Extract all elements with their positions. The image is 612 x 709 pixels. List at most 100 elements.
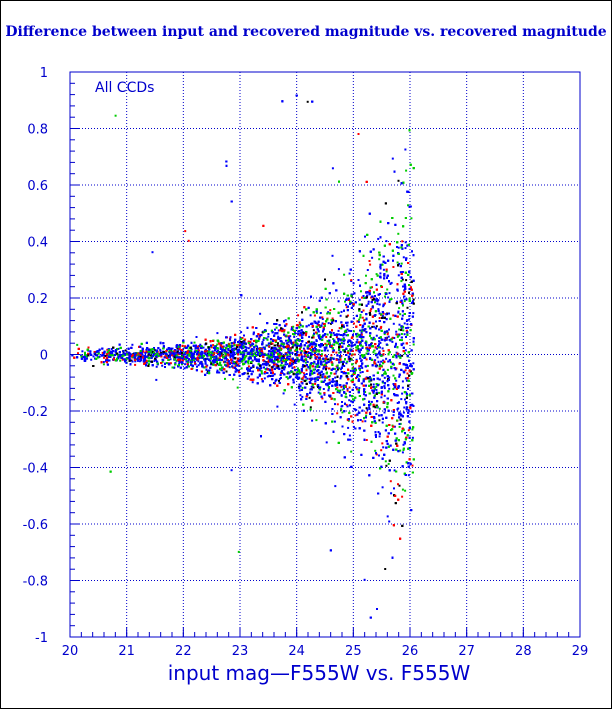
scatter-point <box>411 436 414 439</box>
scatter-point <box>102 363 105 366</box>
scatter-point <box>182 348 185 351</box>
scatter-point <box>267 335 270 338</box>
scatter-point <box>331 357 334 360</box>
scatter-point <box>228 353 231 356</box>
scatter-points <box>71 94 415 619</box>
scatter-point <box>242 342 245 345</box>
scatter-point <box>380 360 383 363</box>
scatter-point <box>336 412 339 415</box>
scatter-point <box>330 354 333 357</box>
scatter-point <box>360 311 363 313</box>
scatter-point <box>312 386 315 389</box>
scatter-point <box>222 346 225 349</box>
scatter-point <box>161 360 164 363</box>
scatter-point <box>356 338 359 341</box>
scatter-point <box>394 385 397 388</box>
scatter-point <box>378 419 381 422</box>
scatter-point <box>404 489 407 492</box>
scatter-point <box>258 369 261 372</box>
scatter-point <box>273 351 276 354</box>
scatter-point <box>398 307 401 310</box>
scatter-point <box>356 320 359 323</box>
scatter-point <box>405 402 408 405</box>
scatter-point <box>81 350 84 353</box>
scatter-point <box>286 355 289 358</box>
scatter-point <box>378 312 381 315</box>
scatter-point <box>247 347 250 350</box>
scatter-point <box>388 338 391 341</box>
scatter-point <box>340 360 343 363</box>
scatter-point <box>340 394 343 397</box>
scatter-point <box>384 460 387 463</box>
scatter-point <box>385 464 388 467</box>
scatter-point <box>390 281 393 284</box>
scatter-point <box>377 308 380 311</box>
scatter-point <box>391 340 394 343</box>
scatter-point <box>325 441 328 444</box>
scatter-point <box>407 429 410 432</box>
scatter-point <box>114 114 117 117</box>
scatter-point <box>378 407 381 410</box>
scatter-point <box>364 235 366 238</box>
scatter-point <box>311 419 314 422</box>
scatter-point <box>134 363 137 366</box>
scatter-point <box>322 388 325 390</box>
scatter-point <box>233 352 236 354</box>
scatter-point <box>366 408 369 411</box>
scatter-point <box>370 308 373 310</box>
scatter-point <box>299 323 302 325</box>
scatter-point <box>311 350 314 353</box>
scatter-point <box>397 246 400 249</box>
scatter-point <box>402 329 405 332</box>
scatter-point <box>263 377 266 380</box>
scatter-point <box>387 296 390 299</box>
scatter-point <box>349 340 352 342</box>
scatter-point <box>243 334 245 337</box>
scatter-point <box>290 364 293 367</box>
scatter-point <box>90 358 93 361</box>
scatter-point <box>361 420 364 423</box>
scatter-point <box>402 411 405 414</box>
scatter-point <box>340 355 343 358</box>
scatter-point <box>216 343 219 346</box>
scatter-point <box>388 292 391 295</box>
scatter-point <box>276 357 279 360</box>
scatter-point <box>287 335 290 338</box>
scatter-point <box>318 349 321 352</box>
scatter-point <box>369 263 372 266</box>
scatter-point <box>349 394 351 397</box>
scatter-point <box>187 239 190 242</box>
scatter-point <box>396 402 399 404</box>
scatter-point <box>281 372 284 375</box>
scatter-point <box>125 362 128 364</box>
scatter-point <box>229 344 232 347</box>
scatter-point <box>372 391 375 394</box>
scatter-point <box>377 299 380 302</box>
chart-title: Difference between input and recovered m… <box>5 24 607 40</box>
scatter-point <box>119 359 122 362</box>
scatter-point <box>340 385 343 388</box>
scatter-point <box>404 247 407 250</box>
scatter-point <box>312 329 315 332</box>
scatter-point <box>336 391 339 394</box>
scatter-point <box>200 360 203 363</box>
scatter-point <box>196 365 198 368</box>
scatter-point <box>331 362 334 365</box>
scatter-point <box>280 359 283 362</box>
scatter-point <box>258 335 261 338</box>
scatter-point <box>309 354 312 357</box>
scatter-point <box>229 339 232 342</box>
scatter-point <box>397 407 400 410</box>
scatter-point <box>331 317 334 320</box>
scatter-point <box>406 306 409 309</box>
scatter-point <box>313 354 316 356</box>
scatter-point <box>373 325 376 328</box>
scatter-point <box>355 358 358 361</box>
scatter-point <box>248 343 251 346</box>
scatter-point <box>327 389 330 392</box>
scatter-point <box>365 376 368 379</box>
scatter-point <box>368 407 371 410</box>
scatter-point <box>385 270 388 273</box>
scatter-point <box>368 260 371 262</box>
scatter-point <box>396 289 399 292</box>
